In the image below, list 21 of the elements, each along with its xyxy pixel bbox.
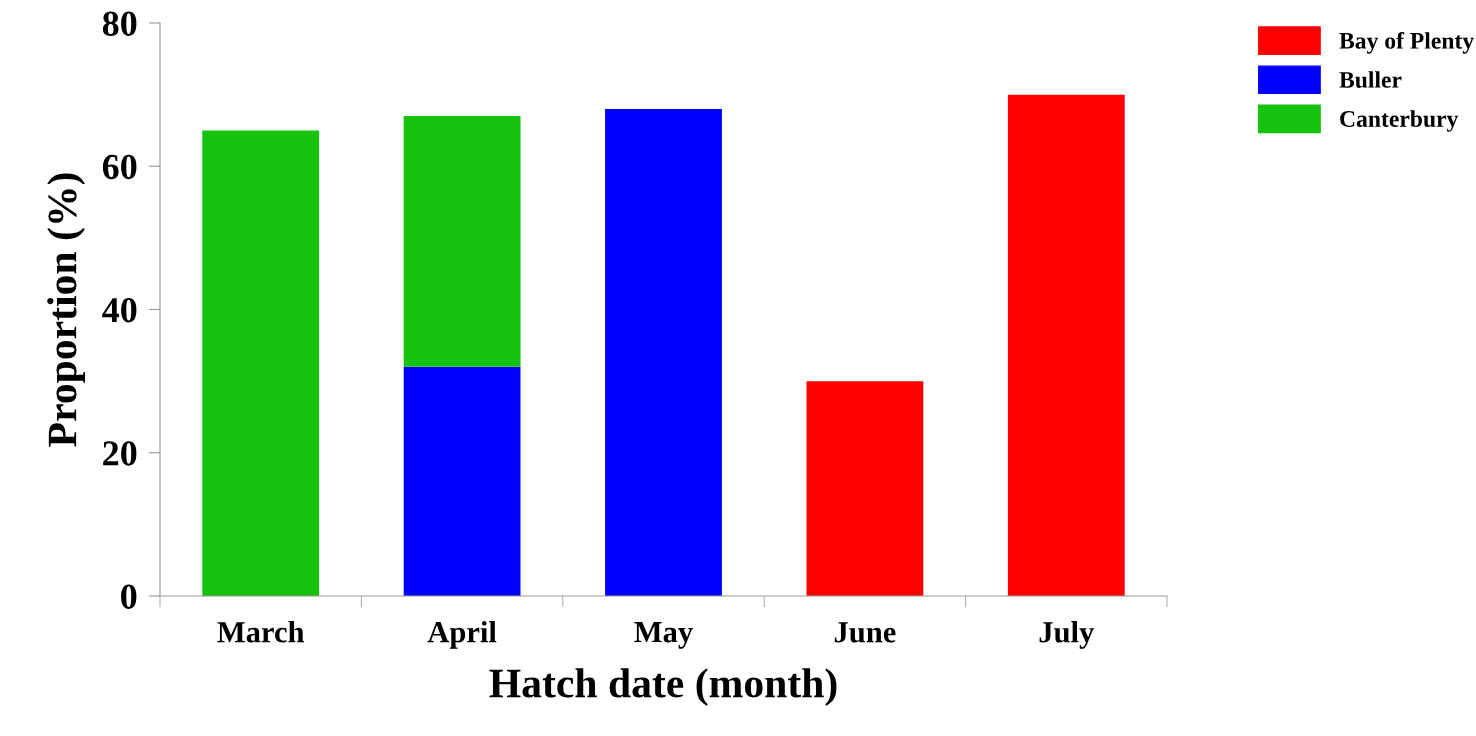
x-tick-label: July	[1039, 621, 1095, 649]
bar	[605, 108, 722, 596]
y-axis-title: Proportion (%)	[47, 173, 85, 447]
legend-label: Buller	[1339, 71, 1402, 88]
y-tick-label: 0	[121, 584, 137, 609]
bar	[403, 366, 521, 596]
legend-label: Bay of Plenty	[1339, 31, 1474, 54]
y-tick-label: 40	[102, 298, 137, 323]
x-tick-label: March	[217, 621, 305, 643]
x-tick-label: June	[834, 622, 896, 643]
legend-label: Canterbury	[1340, 110, 1459, 132]
bar	[202, 130, 320, 596]
x-tick-label: May	[634, 622, 693, 649]
bar	[403, 116, 521, 367]
y-tick-label: 20	[103, 441, 137, 466]
x-axis-title: Hatch date (month)	[489, 668, 837, 707]
y-tick-label: 60	[102, 154, 137, 180]
bar	[1007, 94, 1125, 596]
bar	[806, 381, 924, 596]
y-tick-label: 80	[102, 11, 137, 36]
x-tick-label: April	[427, 621, 497, 649]
